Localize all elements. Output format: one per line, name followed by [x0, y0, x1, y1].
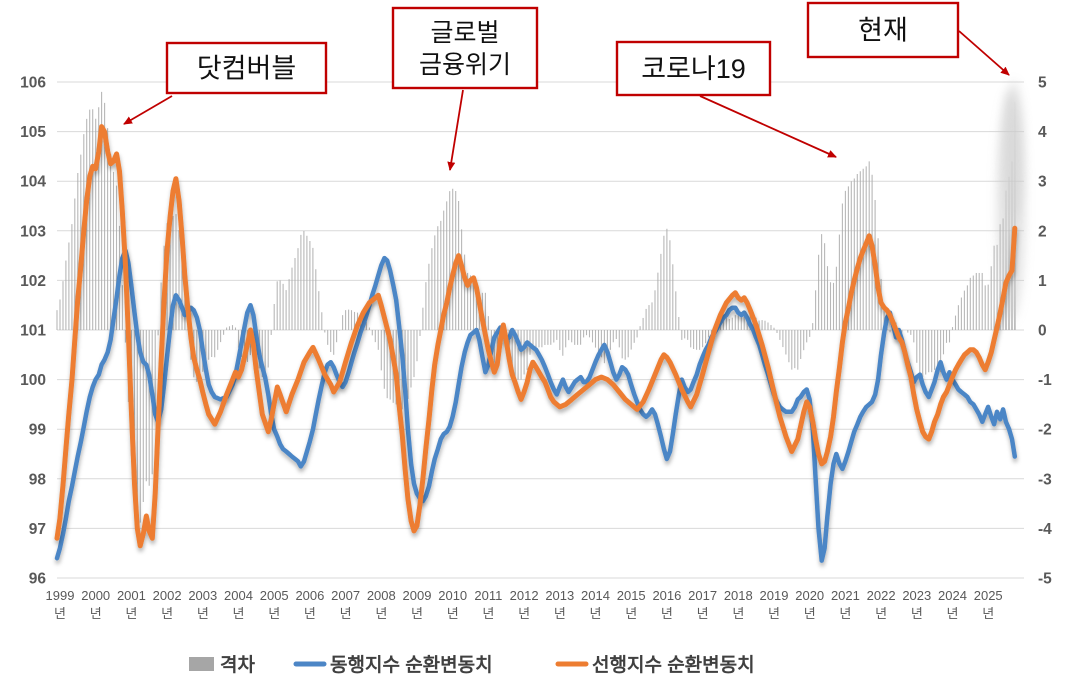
x-axis-year-label: 1999 년 — [46, 588, 75, 621]
right-axis-tick: -5 — [1038, 571, 1052, 588]
left-axis-tick: 97 — [29, 521, 46, 538]
x-axis-year-label: 2007 년 — [331, 588, 360, 621]
x-axis-year-label: 2010 년 — [438, 588, 467, 621]
x-axis-year-label: 2020 년 — [795, 588, 824, 621]
current-bars-haze — [1003, 80, 1024, 220]
covid19-label: 코로나19 — [641, 54, 746, 84]
leading-index-line — [54, 124, 1018, 549]
present-label: 현재 — [858, 16, 908, 46]
x-axis-year-label: 2008 년 — [367, 588, 396, 621]
present-arrow — [958, 30, 1010, 76]
left-axis-labels: 106 105 104 103 102 101 100 99 98 97 96 — [20, 75, 46, 588]
x-axis-year-label: 2011 년 — [474, 588, 502, 621]
right-axis-tick: 2 — [1038, 223, 1047, 240]
x-axis-year-label: 2023 년 — [902, 588, 931, 621]
right-axis-tick: -2 — [1038, 422, 1052, 439]
left-axis-tick: 100 — [20, 372, 46, 389]
x-axis-year-label: 2019 년 — [760, 588, 789, 621]
legend-gap-swatch — [189, 657, 214, 671]
covid19-box — [615, 40, 772, 97]
legend-label: 격차 — [220, 654, 255, 676]
left-axis-tick: 106 — [20, 75, 46, 92]
left-axis-tick: 96 — [29, 571, 47, 588]
global-financial-crisis-box — [391, 6, 539, 90]
x-axis-year-label: 2025 년 — [974, 588, 1003, 621]
right-axis-tick: 5 — [1038, 75, 1047, 92]
right-axis-tick: 4 — [1038, 124, 1047, 141]
x-axis-year-label: 2000 년 — [81, 588, 110, 621]
left-axis-tick: 104 — [20, 174, 46, 191]
covid19-arrow — [699, 95, 837, 158]
x-axis-year-label: 2009 년 — [403, 588, 432, 621]
legend-label: 동행지수 순환변동치 — [330, 654, 493, 676]
present-box — [806, 1, 960, 59]
x-axis-year-label: 2015 년 — [617, 588, 646, 621]
legend-label: 선행지수 순환변동치 — [592, 654, 755, 676]
left-axis-tick: 103 — [20, 223, 46, 240]
right-axis-tick: 3 — [1038, 174, 1047, 191]
left-axis-tick: 99 — [29, 422, 47, 439]
x-axis-year-label: 2018 년 — [724, 588, 753, 621]
global-financial-crisis-label: 금융위기 — [419, 51, 511, 79]
x-axis-year-label: 2016 년 — [652, 588, 681, 621]
x-axis-year-label: 2002 년 — [153, 588, 182, 621]
dotcom-bubble-arrow — [123, 95, 173, 125]
gap-bar-series — [56, 91, 1016, 524]
left-axis-tick: 98 — [29, 471, 47, 488]
dotcom-bubble-box — [165, 41, 328, 95]
global-financial-crisis-arrow — [447, 89, 464, 171]
coincident-index-line — [54, 248, 1018, 563]
right-axis-tick: -4 — [1038, 521, 1052, 538]
x-axis-year-label: 2003 년 — [188, 588, 217, 621]
x-axis-year-label: 2022 년 — [867, 588, 896, 621]
x-axis-year-label: 2017 년 — [688, 588, 717, 621]
x-axis-year-label: 2014 년 — [581, 588, 610, 621]
dotcom-bubble-label: 닷컴버블 — [197, 54, 296, 84]
global-financial-crisis-label: 글로벌 — [430, 19, 499, 47]
right-axis-tick: -1 — [1038, 372, 1052, 389]
left-axis-tick: 102 — [20, 273, 46, 290]
x-axis-year-label: 2006 년 — [295, 588, 324, 621]
legend: 격차 동행지수 순환변동치 선행지수 순환변동치 — [189, 654, 755, 676]
x-axis-year-label: 2004 년 — [224, 588, 253, 621]
left-axis-tick: 105 — [20, 124, 46, 141]
right-axis-tick: 0 — [1038, 323, 1047, 340]
right-axis-labels: 5 4 3 2 1 0 -1 -2 -3 -4 -5 — [1038, 75, 1052, 588]
right-axis-tick: 1 — [1038, 273, 1047, 290]
x-axis-year-label: 2012 년 — [510, 588, 539, 621]
x-axis-year-label: 2024 년 — [938, 588, 967, 621]
x-axis-year-label: 2001 년 — [117, 588, 146, 621]
x-axis-year-label: 2013 년 — [545, 588, 574, 621]
x-axis-year-label: 2021 년 — [831, 588, 860, 621]
x-axis-year-label: 2005 년 — [260, 588, 289, 621]
left-axis-tick: 101 — [20, 323, 46, 340]
right-axis-tick: -3 — [1038, 471, 1052, 488]
